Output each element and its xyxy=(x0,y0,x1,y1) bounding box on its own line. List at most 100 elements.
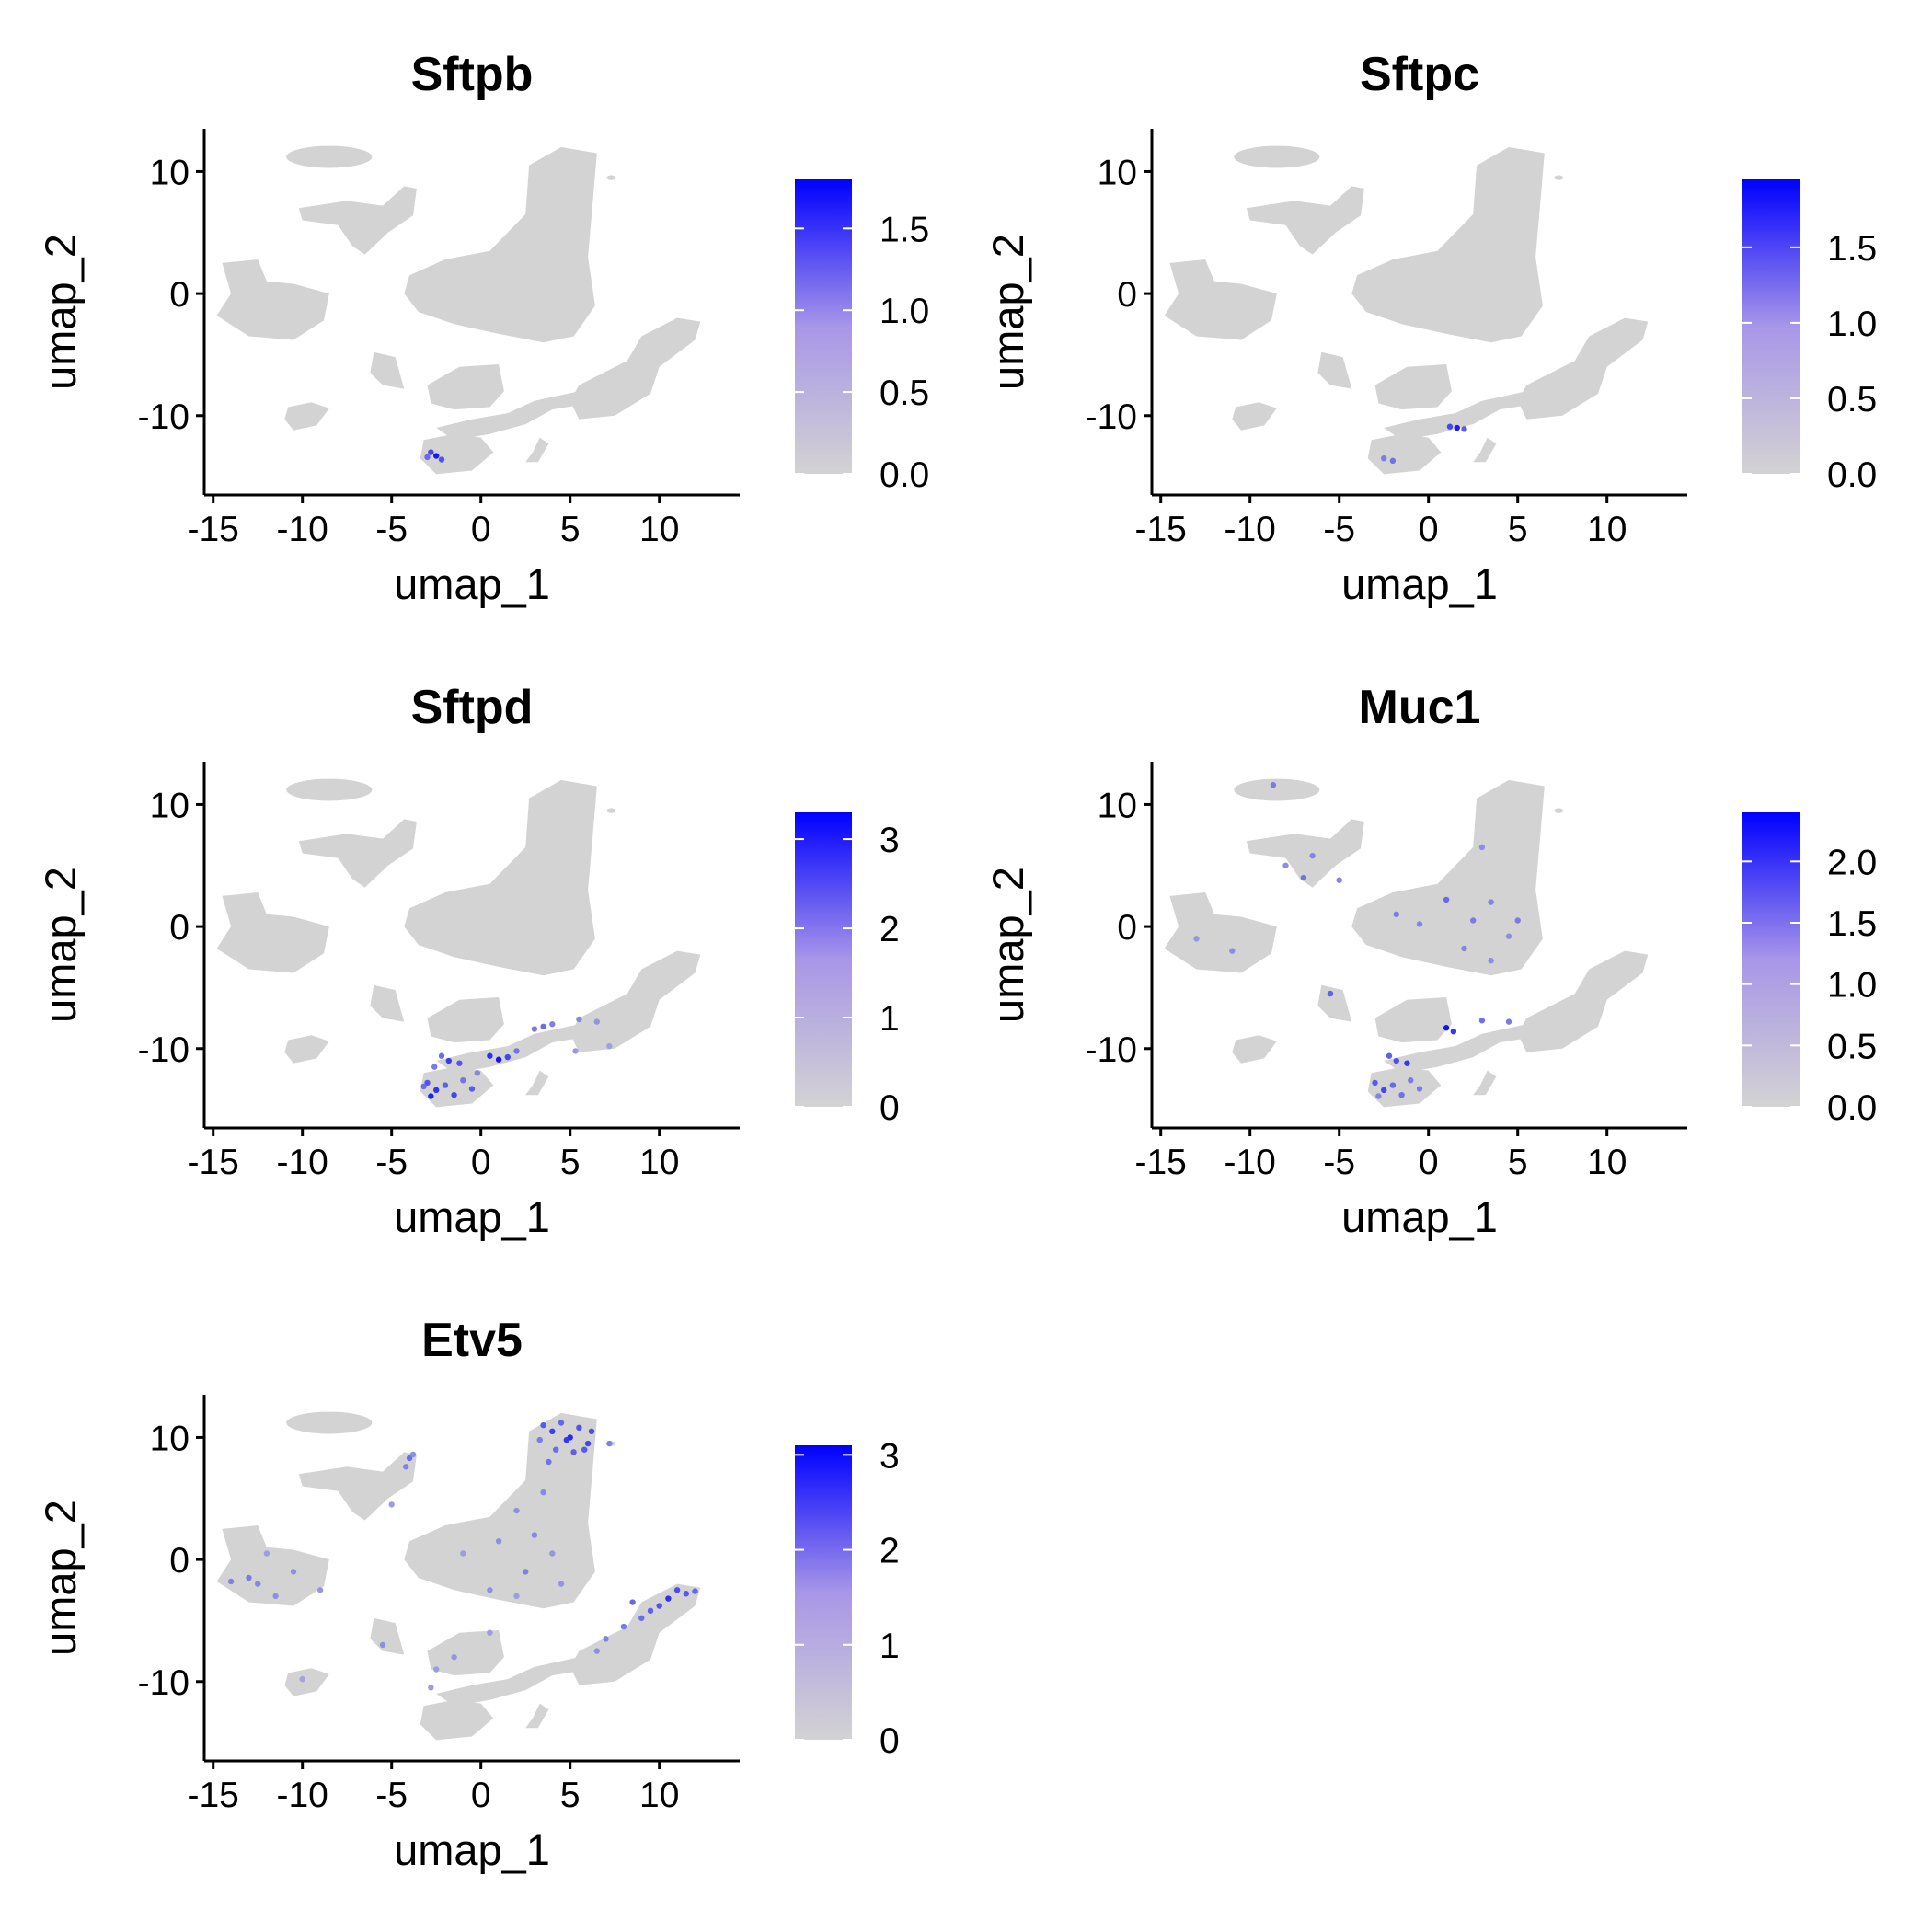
cell-point xyxy=(1461,945,1467,952)
axes: -15 -10 -5 0 5 10 -10 0 10 xyxy=(1086,762,1687,1182)
x-tick-label: 5 xyxy=(1508,510,1528,549)
cell-point xyxy=(513,1507,520,1514)
cell-cluster xyxy=(1234,145,1320,168)
cell-point xyxy=(1514,917,1521,924)
legend-tick-label: 3 xyxy=(880,821,900,860)
cell-point xyxy=(540,1023,546,1030)
cell-cluster xyxy=(569,317,701,420)
x-tick-label: 5 xyxy=(560,1776,581,1815)
legend-tick-label: 1.5 xyxy=(1827,904,1877,944)
x-axis-label: umap_1 xyxy=(394,1825,550,1874)
cell-point xyxy=(487,1587,493,1593)
cell-point xyxy=(1381,1087,1387,1094)
x-tick-label: -15 xyxy=(188,1143,239,1182)
y-tick-label: 0 xyxy=(169,1541,190,1581)
cell-point xyxy=(1372,1079,1378,1087)
cell-point xyxy=(593,1648,600,1654)
cell-cluster xyxy=(569,950,701,1052)
x-tick-label: 0 xyxy=(1419,1143,1439,1182)
cell-point xyxy=(1404,1060,1410,1066)
x-tick-label: -10 xyxy=(1225,510,1276,549)
plot-title: Muc1 xyxy=(1359,681,1481,734)
expression-points xyxy=(420,1016,613,1099)
cell-point xyxy=(606,1440,613,1447)
cell-point xyxy=(433,1666,440,1673)
x-tick-label: -15 xyxy=(188,1776,239,1815)
x-axis-label: umap_1 xyxy=(394,1192,550,1241)
cell-point xyxy=(1461,426,1467,432)
cell-cluster xyxy=(1246,186,1364,255)
cell-cluster xyxy=(569,1583,701,1685)
cell-point xyxy=(638,1615,645,1621)
cell-point xyxy=(581,1446,588,1453)
x-tick-label: -5 xyxy=(375,510,408,549)
cell-point xyxy=(388,1501,395,1508)
cell-cluster xyxy=(427,1630,504,1676)
cell-cluster xyxy=(1232,402,1277,431)
cell-cluster xyxy=(1367,1066,1442,1108)
cell-cluster xyxy=(436,1018,606,1074)
cell-point xyxy=(576,1016,582,1023)
expression-points xyxy=(1193,782,1521,1099)
cell-point xyxy=(1408,1077,1414,1084)
x-tick-label: -5 xyxy=(1323,1143,1355,1182)
x-tick-label: 5 xyxy=(560,1143,581,1182)
cell-point xyxy=(673,1587,681,1593)
x-tick-label: 10 xyxy=(639,1776,679,1815)
cell-clusters xyxy=(216,1411,701,1741)
color-bar xyxy=(1742,179,1800,474)
cell-point xyxy=(255,1581,261,1587)
color-bar xyxy=(1742,812,1800,1107)
y-tick-label: 10 xyxy=(150,786,190,825)
x-tick-label: -10 xyxy=(1225,1143,1276,1182)
cell-cluster xyxy=(1384,1018,1554,1074)
cell-point xyxy=(570,1449,577,1455)
axes: -15 -10 -5 0 5 10 -10 0 10 xyxy=(1086,129,1687,549)
color-legend: 0.0 0.5 1.0 1.5 xyxy=(1742,179,1877,495)
cell-point xyxy=(1386,1052,1393,1059)
cell-point xyxy=(603,1636,609,1642)
cell-cluster xyxy=(427,997,504,1043)
cell-point xyxy=(299,1675,305,1683)
cell-cluster xyxy=(436,1650,606,1707)
legend-tick-label: 1.0 xyxy=(1827,305,1877,344)
y-tick-label: 0 xyxy=(169,275,190,315)
legend-tick-label: 0.5 xyxy=(1827,380,1877,420)
x-tick-label: -15 xyxy=(1135,1143,1187,1182)
cell-cluster xyxy=(1232,1035,1277,1064)
x-tick-label: 10 xyxy=(639,1143,679,1182)
legend-tick-label: 0.0 xyxy=(1827,455,1877,495)
y-tick-label: 0 xyxy=(1117,275,1137,315)
cell-point xyxy=(1398,1091,1405,1098)
cell-point xyxy=(1478,844,1486,851)
cell-point xyxy=(438,456,445,463)
color-legend: 0.0 0.5 1.0 1.5 2.0 xyxy=(1742,812,1877,1128)
cell-cluster xyxy=(436,385,606,441)
cell-point xyxy=(495,1056,502,1063)
y-axis-label: umap_2 xyxy=(983,234,1032,390)
cell-point xyxy=(1229,948,1236,954)
cell-cluster xyxy=(1164,259,1277,340)
axes: -15 -10 -5 0 5 10 -10 0 10 xyxy=(138,1395,740,1815)
cell-cluster xyxy=(420,1066,494,1108)
cell-point xyxy=(531,1026,538,1032)
x-tick-label: 5 xyxy=(1508,1143,1528,1182)
cell-point xyxy=(549,1021,556,1028)
y-tick-label: -10 xyxy=(1086,397,1137,437)
color-bar xyxy=(795,179,852,474)
cell-point xyxy=(468,1086,476,1092)
cell-point xyxy=(456,1060,463,1066)
cell-cluster xyxy=(1517,317,1649,420)
cell-point xyxy=(1300,874,1307,881)
cell-point xyxy=(647,1607,654,1615)
cell-point xyxy=(1270,782,1277,788)
legend-tick-label: 1 xyxy=(880,1627,900,1666)
x-tick-label: -10 xyxy=(277,510,328,549)
cell-point xyxy=(1450,1028,1457,1035)
feature-plot-sftpc: Sftpc-15 -10 -5 0 5 10-10010umap_1umap_20.00.… xyxy=(983,48,1877,608)
cell-point xyxy=(263,1550,270,1557)
cell-cluster xyxy=(370,1617,405,1655)
plot-title: Sftpb xyxy=(411,48,534,101)
cell-point xyxy=(665,1595,672,1602)
cell-cluster xyxy=(284,402,329,431)
